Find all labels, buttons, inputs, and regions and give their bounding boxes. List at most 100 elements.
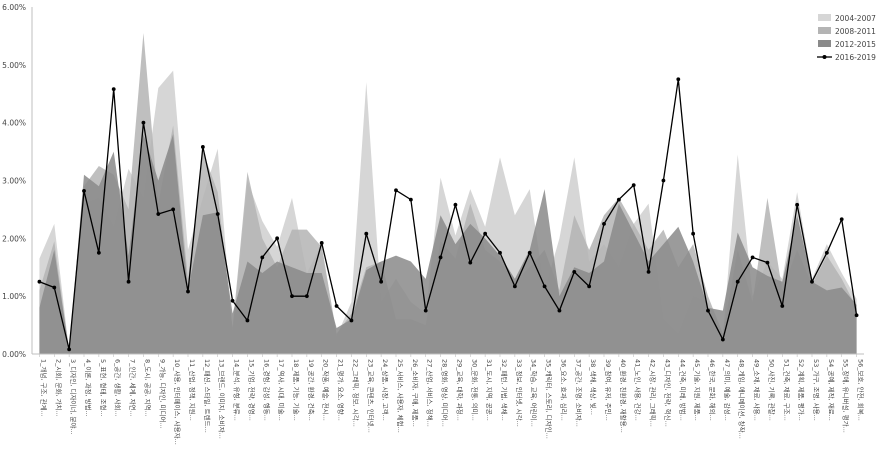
line-point [765, 260, 770, 265]
line-point [52, 285, 57, 290]
legend-label: 2012-2015 [835, 40, 876, 49]
x-tick-label: 32_패턴, 기법, 색채... [500, 359, 509, 421]
x-tick-label: 53_가구, 조명, 사용... [812, 359, 821, 421]
line-point [304, 294, 309, 299]
legend-swatch [818, 27, 831, 34]
x-tick-label: 27_산업, 서비스, 정책... [426, 359, 435, 427]
x-tick-label: 35_캐릭터, 스토리, 디자인... [545, 359, 554, 439]
axes: 0.00% 1.00% 2.00% 3.00% 4.00% 5.00% 6.00% 1_개념,… [2, 3, 865, 445]
line-point [750, 255, 755, 260]
line-point [646, 269, 651, 274]
legend-label: 2016-2019 [835, 53, 876, 62]
x-tick-label: 11_산업, 정책, 지원... [188, 359, 197, 421]
line-point [408, 197, 413, 202]
line-point [676, 77, 681, 82]
y-tick-label: 2.00% [2, 234, 26, 243]
line-point [141, 120, 146, 125]
x-tick-label: 55_장애, 유니버설, 평가... [842, 359, 851, 433]
x-tick-label: 25_서비스, 사용자, 체험... [396, 359, 405, 433]
x-tick-label: 43_디자인, 전략, 혁신... [663, 359, 672, 427]
x-tick-label: 5_표현, 형태, 조형... [99, 359, 107, 417]
line-point [468, 260, 473, 265]
line-point [290, 294, 294, 299]
y-tick-label: 4.00% [2, 119, 26, 128]
legend-marker [822, 55, 827, 59]
line-point [824, 250, 829, 255]
x-tick-label: 47_의미, 예술, 감성... [723, 359, 732, 421]
legend: 2004-2007 2008-2011 2012-2015 2016-2019 [817, 14, 876, 62]
line-point [631, 183, 636, 188]
x-tick-label: 13_브랜드, 이미지, 소비자... [218, 359, 227, 439]
x-tick-label: 3_디자인, 디자이너, 분야... [69, 359, 78, 435]
x-tick-label: 36_요소, 효과, 심리... [559, 359, 568, 421]
x-tick-label: 45_기술, 지원, 제품... [693, 359, 702, 421]
x-tick-label: 31_도시, 지역, 공공... [485, 359, 494, 421]
x-tick-label: 29_교육, 대학, 과정... [455, 359, 464, 421]
line-point [557, 308, 562, 313]
legend-swatch [818, 14, 831, 21]
series-line [37, 77, 859, 352]
line-point [661, 178, 666, 183]
line-point [483, 231, 488, 236]
x-tick-label: 9_가능, 디자인, 미디어... [158, 359, 167, 429]
x-tick-label: 56_보호, 안전, 회복... [857, 359, 866, 421]
x-tick-label: 41_노인, 사용, 건강... [634, 359, 643, 421]
line-point [839, 217, 844, 222]
line-point [795, 202, 800, 207]
x-tick-label: 33_정보, 인터넷, 시각... [515, 359, 524, 427]
x-tick-label: 54_공예, 제작, 재료... [827, 359, 836, 421]
line-point [334, 304, 339, 308]
legend-label: 2004-2007 [835, 14, 876, 23]
x-tick-label: 12_패션, 스타일, 트렌드... [203, 359, 212, 433]
line-point [82, 189, 86, 193]
y-tick-label: 0.00% [2, 350, 26, 359]
line-point [260, 255, 265, 260]
line-point [275, 236, 280, 241]
area-series-3 [39, 134, 857, 354]
line-point [200, 145, 205, 149]
x-tick-label: 10_사용, 인터페이스, 사용자... [173, 359, 182, 445]
x-tick-label: 15_기업, 전략, 경영... [247, 359, 256, 421]
x-tick-label: 46_한국, 문화, 해외... [708, 359, 717, 421]
x-tick-label: 14_분석, 유형, 분류... [233, 359, 242, 421]
x-tick-label: 44_건축, 미래, 방법... [678, 359, 687, 421]
x-tick-label: 17_역사, 시대, 미술... [277, 359, 286, 421]
line-point [691, 231, 696, 236]
line-point [364, 231, 369, 236]
legend-label: 2008-2011 [835, 27, 876, 36]
x-tick-label: 34_학습, 교육, 어린이... [530, 359, 539, 427]
x-tick-label: 21_평가, 요소, 영향... [337, 359, 346, 421]
line-point [394, 188, 398, 193]
line-series [39, 79, 858, 350]
y-tick-label: 6.00% [2, 3, 26, 12]
line-point [527, 250, 532, 255]
x-tick-label: 22_그래픽, 정보, 시각... [351, 359, 360, 427]
line-point [720, 337, 725, 342]
line-point [453, 202, 458, 207]
x-tick-label: 51_건축, 재료, 구조... [782, 359, 791, 421]
line-point [498, 250, 502, 255]
line-point [706, 308, 710, 313]
x-tick-label: 50_사진, 기록, 관찰... [767, 359, 776, 421]
x-tick-label: 19_공간, 환경, 건축... [307, 359, 316, 421]
line-point [67, 347, 72, 352]
line-point [438, 255, 443, 260]
x-tick-label: 42_시장, 관리, 그래픽... [649, 359, 658, 427]
line-point [126, 279, 131, 284]
x-tick-label: 28_영화, 영상, 미디어... [441, 359, 450, 427]
line-point [230, 298, 235, 303]
x-tick-label: 49_소재, 재료, 사용... [753, 359, 762, 421]
series-areas [39, 33, 857, 355]
line-point [349, 318, 354, 323]
line-point [379, 279, 384, 284]
line-point [512, 284, 517, 289]
line-point [37, 279, 42, 284]
x-tick-label: 37_공간, 조명, 소비자... [574, 359, 583, 427]
line-point [186, 289, 190, 294]
x-tick-label: 48_게임, 애니메이션, 창작... [738, 359, 747, 439]
y-tick-label: 5.00% [2, 61, 26, 70]
line-point [616, 197, 621, 202]
line-point [854, 313, 859, 318]
